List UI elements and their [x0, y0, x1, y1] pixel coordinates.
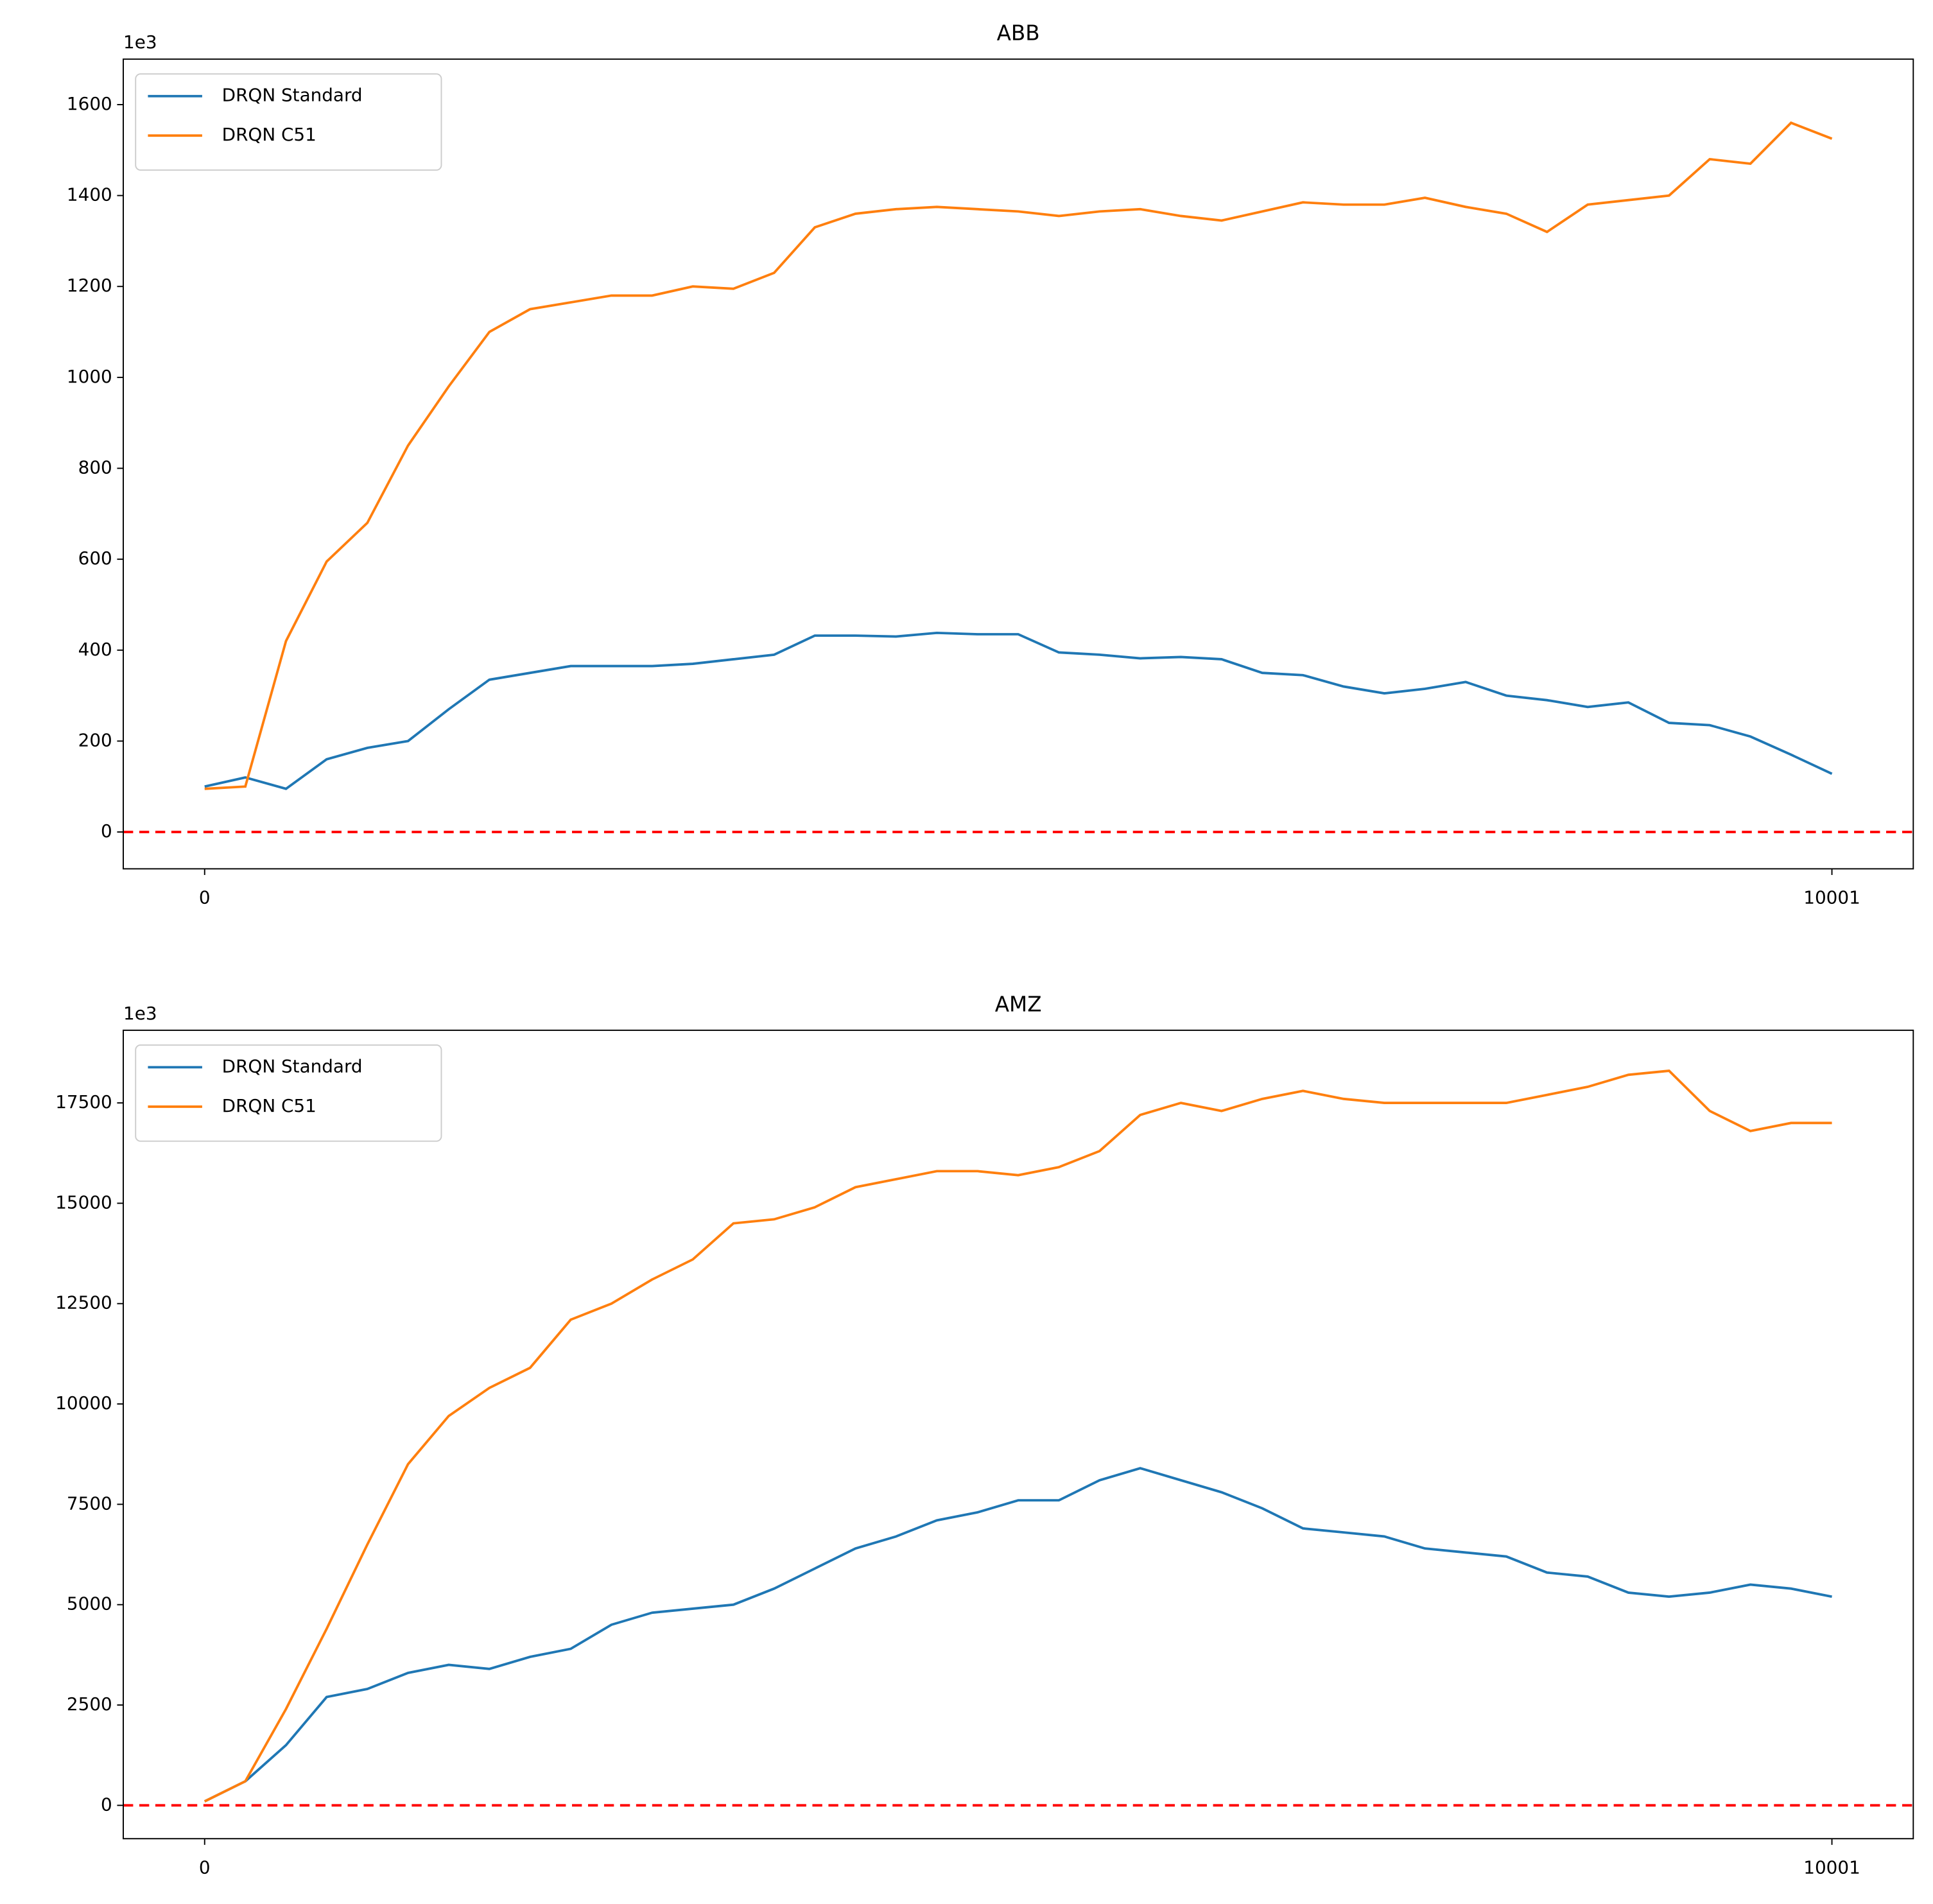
- y-tick-label: 17500: [55, 1091, 112, 1112]
- y-tick-label: 1400: [67, 184, 112, 205]
- legend-box: [135, 1044, 442, 1142]
- y-tick-label: 400: [78, 639, 112, 660]
- y-tick-label: 2500: [67, 1693, 112, 1715]
- line-series: [204, 1467, 1832, 1803]
- x-tick-label: 0: [199, 887, 211, 908]
- y-tick-label: 15000: [55, 1191, 112, 1213]
- legend-label: DRQN C51: [222, 1095, 316, 1116]
- y-tick-label: 0: [101, 820, 112, 842]
- y-tick-label: 12500: [55, 1292, 112, 1313]
- plot-frame: [123, 1029, 1914, 1840]
- chart-title: ABB: [997, 21, 1040, 46]
- offset-label: 1e3: [123, 1003, 157, 1024]
- line-series: [204, 1069, 1832, 1803]
- line-series: [204, 631, 1833, 790]
- y-tick-label: 7500: [67, 1493, 112, 1514]
- y-tick-label: 0: [101, 1794, 112, 1815]
- y-tick-label: 1000: [67, 366, 112, 387]
- legend-box: [135, 73, 442, 171]
- legend-label: DRQN Standard: [222, 1055, 363, 1077]
- offset-label: 1e3: [123, 31, 157, 53]
- x-tick-label: 10001: [1803, 1856, 1860, 1878]
- y-tick-label: 1200: [67, 275, 112, 296]
- plot-frame: [123, 58, 1914, 870]
- x-tick-label: 10001: [1803, 887, 1860, 908]
- legend-label: DRQN Standard: [222, 85, 363, 106]
- chart-title: AMZ: [995, 992, 1042, 1017]
- y-tick-label: 1600: [67, 93, 112, 114]
- y-tick-label: 800: [78, 457, 112, 478]
- y-tick-label: 200: [78, 729, 112, 750]
- line-series: [204, 121, 1833, 790]
- y-tick-label: 600: [78, 548, 112, 569]
- x-tick-label: 0: [199, 1856, 211, 1878]
- y-tick-label: 10000: [55, 1392, 112, 1414]
- y-tick-label: 5000: [67, 1593, 112, 1614]
- legend-label: DRQN C51: [222, 124, 316, 145]
